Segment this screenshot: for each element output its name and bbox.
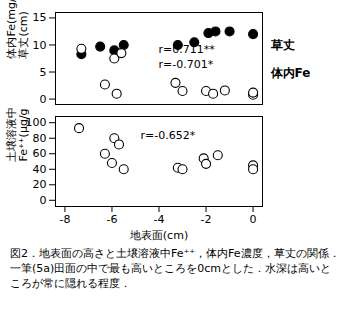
svg-text:-8: -8 — [59, 213, 70, 226]
svg-text:20: 20 — [33, 178, 47, 191]
svg-text:60: 60 — [33, 147, 47, 160]
svg-text:土壌溶液中Fe⁺⁺(μg/g): 土壌溶液中Fe⁺⁺(μg/g) — [5, 108, 30, 162]
svg-text:0: 0 — [40, 93, 47, 106]
svg-text:体内Fe: 体内Fe — [270, 66, 311, 80]
svg-text:80: 80 — [33, 132, 47, 145]
svg-text:-2: -2 — [201, 213, 212, 226]
svg-text:r=0.711**: r=0.711** — [159, 43, 216, 56]
svg-text:5: 5 — [40, 66, 47, 79]
svg-text:地表面(cm): 地表面(cm) — [129, 229, 188, 242]
svg-text:草丈: 草丈 — [270, 38, 295, 52]
svg-text:40: 40 — [33, 163, 47, 176]
svg-text:-6: -6 — [106, 213, 117, 226]
svg-text:15: 15 — [33, 11, 47, 24]
svg-text:0: 0 — [40, 194, 47, 207]
svg-text:体内Fe(mg/g)草丈(cm): 体内Fe(mg/g)草丈(cm) — [5, 0, 30, 59]
svg-text:r=-0.652*: r=-0.652* — [141, 129, 196, 142]
svg-text:100: 100 — [25, 116, 47, 130]
svg-text:10: 10 — [33, 38, 47, 51]
svg-text:r=-0.701*: r=-0.701* — [159, 58, 214, 71]
svg-text:0: 0 — [250, 213, 257, 226]
html-text:図2．地表面の高さと土壌溶液中Fe⁺⁺，体内Fe濃度，草丈の: 図2．地表面の高さと土壌溶液中Fe⁺⁺，体内Fe濃度，草丈の関係．一筆(5a)田… — [10, 247, 340, 290]
svg-text:-4: -4 — [154, 213, 165, 226]
